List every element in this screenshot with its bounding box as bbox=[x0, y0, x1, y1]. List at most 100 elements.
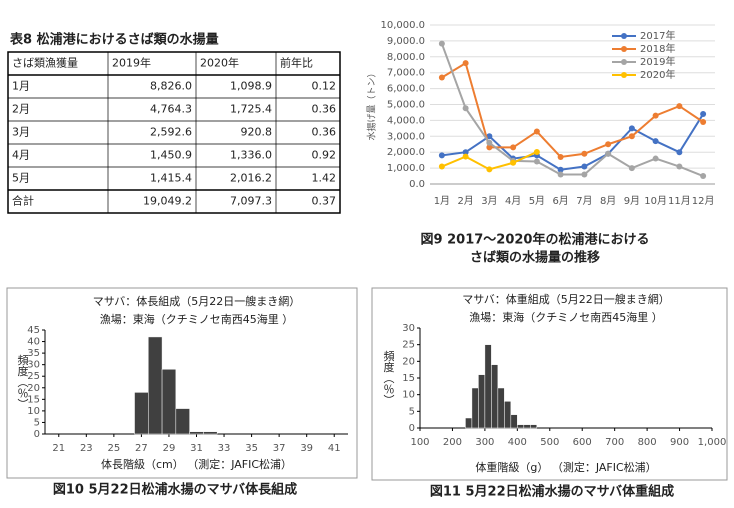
caption: 図11 5月22日松浦水揚のマサバ体重組成 bbox=[430, 484, 674, 500]
point bbox=[628, 165, 635, 172]
point bbox=[438, 74, 445, 81]
point bbox=[605, 141, 612, 148]
bar bbox=[465, 417, 473, 429]
legend-label: 2020年 bbox=[640, 68, 675, 81]
table-cell: 8,826.0 bbox=[150, 80, 192, 93]
point bbox=[676, 149, 683, 156]
table-cell: 1,336.0 bbox=[230, 149, 272, 162]
point bbox=[700, 118, 707, 125]
bar bbox=[491, 364, 499, 429]
table-cell: 7,097.3 bbox=[230, 195, 272, 208]
point bbox=[581, 150, 588, 157]
table-cell: 2,016.2 bbox=[230, 172, 272, 185]
x-tick-label: 23 bbox=[80, 443, 93, 454]
y-tick-label: 45 bbox=[27, 325, 40, 336]
table-cell: 4,764.3 bbox=[150, 103, 192, 116]
bar bbox=[504, 401, 512, 429]
point bbox=[438, 163, 445, 170]
bar bbox=[484, 344, 492, 429]
bar bbox=[175, 408, 190, 435]
x-axis-label: 体長階級（cm） （測定：JAFIC松浦） bbox=[101, 457, 292, 471]
point bbox=[533, 128, 540, 135]
y-tick-label: 5 bbox=[409, 406, 415, 417]
point bbox=[700, 173, 707, 180]
y-tick-label: 15 bbox=[402, 373, 415, 384]
y-tick-label: 1,000.0 bbox=[387, 163, 425, 174]
table-cell: 1,098.9 bbox=[230, 80, 272, 93]
y-tick-label: 10 bbox=[402, 390, 415, 401]
point bbox=[652, 112, 659, 119]
y-axis-label: 頻度（％） bbox=[16, 353, 29, 409]
legend-label: 2019年 bbox=[640, 55, 675, 68]
x-tick-label: 5月 bbox=[529, 195, 545, 207]
point bbox=[676, 103, 683, 110]
legend-label: 2017年 bbox=[640, 29, 675, 42]
table-cell: 1,450.9 bbox=[150, 149, 192, 162]
point bbox=[462, 153, 469, 160]
x-tick-label: 9月 bbox=[624, 195, 640, 207]
y-tick-label: 10 bbox=[27, 406, 40, 417]
x-tick-label: 11月 bbox=[668, 195, 691, 207]
legend-marker bbox=[621, 59, 627, 65]
point bbox=[652, 138, 659, 145]
point bbox=[533, 158, 540, 165]
chart-title: 漁場：東海（クチミノセ南西45海里 ） bbox=[469, 310, 663, 324]
point bbox=[628, 133, 635, 140]
table-cell: 2019年 bbox=[112, 56, 151, 70]
y-tick-label: 3,000.0 bbox=[387, 131, 425, 142]
x-tick-label: 300 bbox=[475, 437, 494, 448]
x-tick-label: 41 bbox=[328, 443, 341, 454]
legend-marker bbox=[621, 46, 627, 52]
table-cell: 合計 bbox=[12, 194, 34, 208]
bar bbox=[517, 424, 525, 429]
point bbox=[486, 144, 493, 151]
chart-title: 漁場：東海（クチミノセ南西45海里 ） bbox=[100, 312, 294, 326]
table-cell: 0.37 bbox=[312, 195, 337, 208]
y-tick-label: 10,000.0 bbox=[380, 20, 425, 31]
point bbox=[676, 163, 683, 170]
x-tick-label: 27 bbox=[135, 443, 148, 454]
caption: 図10 5月22日松浦水揚のマサバ体長組成 bbox=[53, 482, 297, 498]
table-cell: 2020年 bbox=[200, 56, 239, 70]
table-cell: さば類漁獲量 bbox=[12, 56, 78, 70]
x-tick-label: 35 bbox=[245, 443, 258, 454]
x-tick-label: 31 bbox=[190, 443, 203, 454]
table-border bbox=[7, 51, 341, 214]
table-cell: 5月 bbox=[12, 172, 30, 185]
x-tick-label: 33 bbox=[218, 443, 231, 454]
point bbox=[462, 60, 469, 67]
series-line bbox=[440, 43, 704, 177]
series-line bbox=[441, 113, 704, 171]
point bbox=[581, 163, 588, 170]
y-tick-label: 5,000.0 bbox=[387, 100, 425, 111]
legend-marker bbox=[621, 33, 627, 39]
y-tick-label: 2,000.0 bbox=[387, 147, 425, 158]
table-cell: 3月 bbox=[12, 126, 30, 139]
caption: 図9 2017～2020年の松浦港における bbox=[421, 232, 650, 248]
y-tick-label: 20 bbox=[402, 356, 415, 367]
x-tick-label: 500 bbox=[540, 437, 559, 448]
y-tick-label: 0 bbox=[409, 423, 415, 434]
point bbox=[557, 171, 564, 178]
x-tick-label: 21 bbox=[52, 443, 65, 454]
chart-frame bbox=[6, 287, 358, 479]
y-tick-label: 40 bbox=[27, 337, 40, 348]
point bbox=[462, 149, 469, 156]
table-cell: 1,415.4 bbox=[150, 172, 192, 185]
x-tick-label: 400 bbox=[508, 437, 527, 448]
table-cell: 0.36 bbox=[312, 126, 337, 139]
x-tick-label: 600 bbox=[573, 437, 592, 448]
bar bbox=[189, 431, 204, 435]
point bbox=[486, 139, 493, 146]
x-tick-label: 200 bbox=[443, 437, 462, 448]
x-tick-label: 100 bbox=[410, 437, 429, 448]
x-tick-label: 10月 bbox=[644, 195, 667, 207]
point bbox=[605, 150, 612, 157]
point bbox=[628, 125, 635, 132]
table-cell: 19,049.2 bbox=[143, 195, 192, 208]
caption: さば類の水揚量の推移 bbox=[470, 250, 600, 266]
bar bbox=[523, 424, 531, 429]
y-axis-label: 頻度（％） bbox=[382, 349, 395, 405]
legend-marker bbox=[621, 72, 627, 78]
series-line bbox=[441, 61, 704, 159]
